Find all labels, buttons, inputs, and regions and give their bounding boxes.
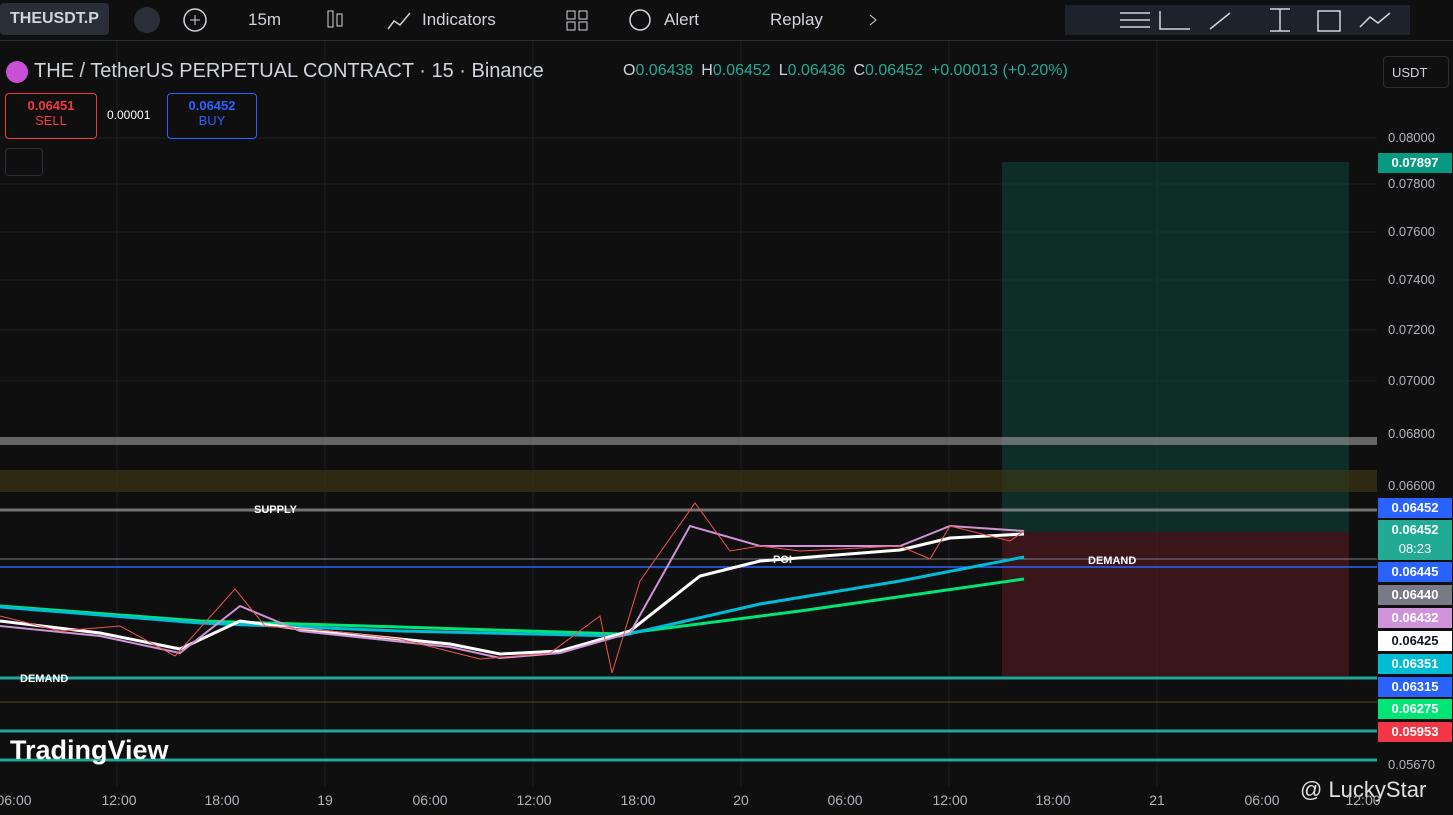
price-tick-label: 0.06600: [1388, 478, 1435, 493]
time-tick-label: 20: [733, 792, 749, 808]
price-badge: 0.07897: [1378, 153, 1452, 173]
time-tick-label: 06:00: [412, 792, 448, 808]
time-tick-label: 12:00: [101, 792, 137, 808]
demand-label: DEMAND: [20, 673, 69, 685]
buy-button[interactable]: 0.06452 BUY: [167, 93, 257, 139]
ohlc-value: 0.06452: [712, 62, 771, 79]
ohlc-value: 0.06436: [787, 62, 846, 79]
price-badge: 0.06445: [1378, 562, 1452, 582]
time-tick-label: 12:00: [932, 792, 968, 808]
time-tick-label: 06:00: [827, 792, 863, 808]
watermark: TradingView: [10, 735, 169, 765]
price-tick-label: 0.06800: [1388, 426, 1435, 441]
price-tick-label: 0.07000: [1388, 373, 1435, 388]
time-tick-label: 18:00: [204, 792, 240, 808]
price-badge: 0.06432: [1378, 608, 1452, 628]
ohlc-key: L: [778, 62, 788, 79]
credit: @ LuckyStar: [1300, 777, 1427, 802]
ohlc-value: 0.06452: [865, 62, 923, 79]
price-tick-label: 0.05670: [1388, 757, 1435, 772]
sell-label: SELL: [35, 113, 67, 128]
price-tick-label: 0.07400: [1388, 272, 1435, 287]
sell-price: 0.06451: [27, 98, 75, 113]
symbol-title: THE / TetherUS PERPETUAL CONTRACT · 15 ·…: [34, 60, 544, 82]
time-tick-label: 18:00: [620, 792, 656, 808]
price-tick-label: 0.07200: [1388, 322, 1435, 337]
ohlc-key: C: [853, 62, 866, 79]
alert[interactable]: Alert: [664, 10, 699, 29]
replay[interactable]: Replay: [770, 10, 823, 29]
supply-label: SUPPLY: [254, 504, 298, 516]
symbol-logo: [6, 61, 28, 83]
time-tick-label: 06:00: [0, 792, 32, 808]
buy-price: 0.06452: [188, 98, 236, 113]
sell-button[interactable]: 0.06451 SELL: [5, 93, 97, 139]
time-tick-label: 21: [1149, 792, 1165, 808]
symbol[interactable]: THEUSDT.P: [0, 3, 109, 35]
toolbar-icons: [134, 5, 1410, 35]
price-badge: 0.06315: [1378, 677, 1452, 697]
spread: 0.00001: [107, 108, 151, 122]
countdown: 08:23: [1398, 541, 1432, 556]
time-tick-label: 12:00: [1345, 792, 1381, 808]
price-tick-label: 0.07800: [1388, 176, 1435, 191]
ohlc: O0.06438 H0.06452 L0.06436 C0.06452 +0.00013…: [623, 62, 1068, 80]
price-badge: 0.06452 08:23: [1378, 520, 1452, 560]
collapse-button[interactable]: [5, 148, 43, 176]
price-badge: 0.06425: [1378, 631, 1452, 651]
buy-label: BUY: [198, 113, 226, 128]
price-badge: 0.05953: [1378, 722, 1452, 742]
time-tick-label: 18:00: [1035, 792, 1071, 808]
demand-label: DEMAND: [1088, 555, 1137, 567]
indicators[interactable]: Indicators: [422, 10, 496, 29]
price-badge: 0.06452: [1378, 498, 1452, 518]
poi-label: POI: [773, 554, 792, 566]
interval[interactable]: 15m: [248, 10, 282, 29]
time-tick-label: 12:00: [516, 792, 552, 808]
price-badge: 0.06351: [1378, 654, 1452, 674]
price-badge: 0.06275: [1378, 699, 1452, 719]
ohlc-value: 0.06438: [635, 62, 694, 79]
price-badge: 0.06440: [1378, 585, 1452, 605]
time-tick-label: 06:00: [1244, 792, 1280, 808]
time-tick-label: 19: [317, 792, 333, 808]
change: +0.00013 (+0.20%): [930, 62, 1068, 79]
currency[interactable]: USDT: [1383, 56, 1449, 88]
toolbar: THEUSDT.P 15m Indicators Alert Replay: [0, 0, 1453, 41]
price-tick-label: 0.07600: [1388, 224, 1435, 239]
ohlc-key: O: [623, 62, 636, 79]
chart-area: [0, 41, 1377, 786]
price-tick-label: 0.08000: [1388, 130, 1435, 145]
ohlc-key: H: [701, 62, 713, 79]
